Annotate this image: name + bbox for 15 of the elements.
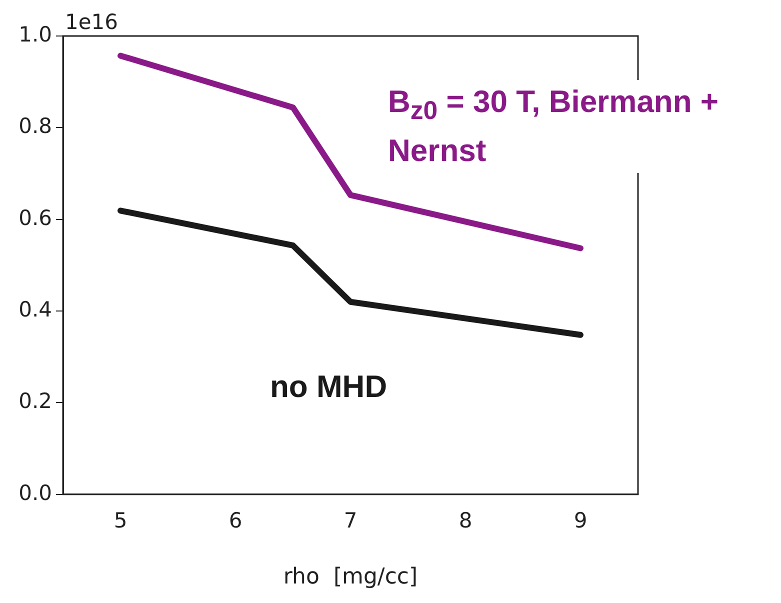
y-tick-label: 1.0 bbox=[18, 22, 52, 46]
text: 1e16 bbox=[65, 10, 118, 34]
y-tick-label: 0.8 bbox=[18, 114, 52, 138]
series-label: no MHD bbox=[270, 365, 388, 408]
y-tick-label: 0.0 bbox=[18, 480, 52, 505]
series-label: B$_{z0}$ = 30 T, Biermann + Nernst bbox=[388, 80, 778, 173]
x-axis-title: rho [mg/cc] bbox=[283, 564, 418, 590]
x-tick-label: 6 bbox=[228, 508, 242, 532]
x-tick-label: 9 bbox=[574, 508, 588, 532]
y-tick-label: 0.6 bbox=[18, 206, 52, 230]
x-tick-label: 7 bbox=[344, 508, 358, 532]
y-tick-label: 0.4 bbox=[18, 297, 52, 322]
x-tick-label: 8 bbox=[458, 508, 472, 532]
y-tick-label: 0.2 bbox=[18, 389, 52, 414]
x-tick-label: 5 bbox=[114, 508, 128, 532]
